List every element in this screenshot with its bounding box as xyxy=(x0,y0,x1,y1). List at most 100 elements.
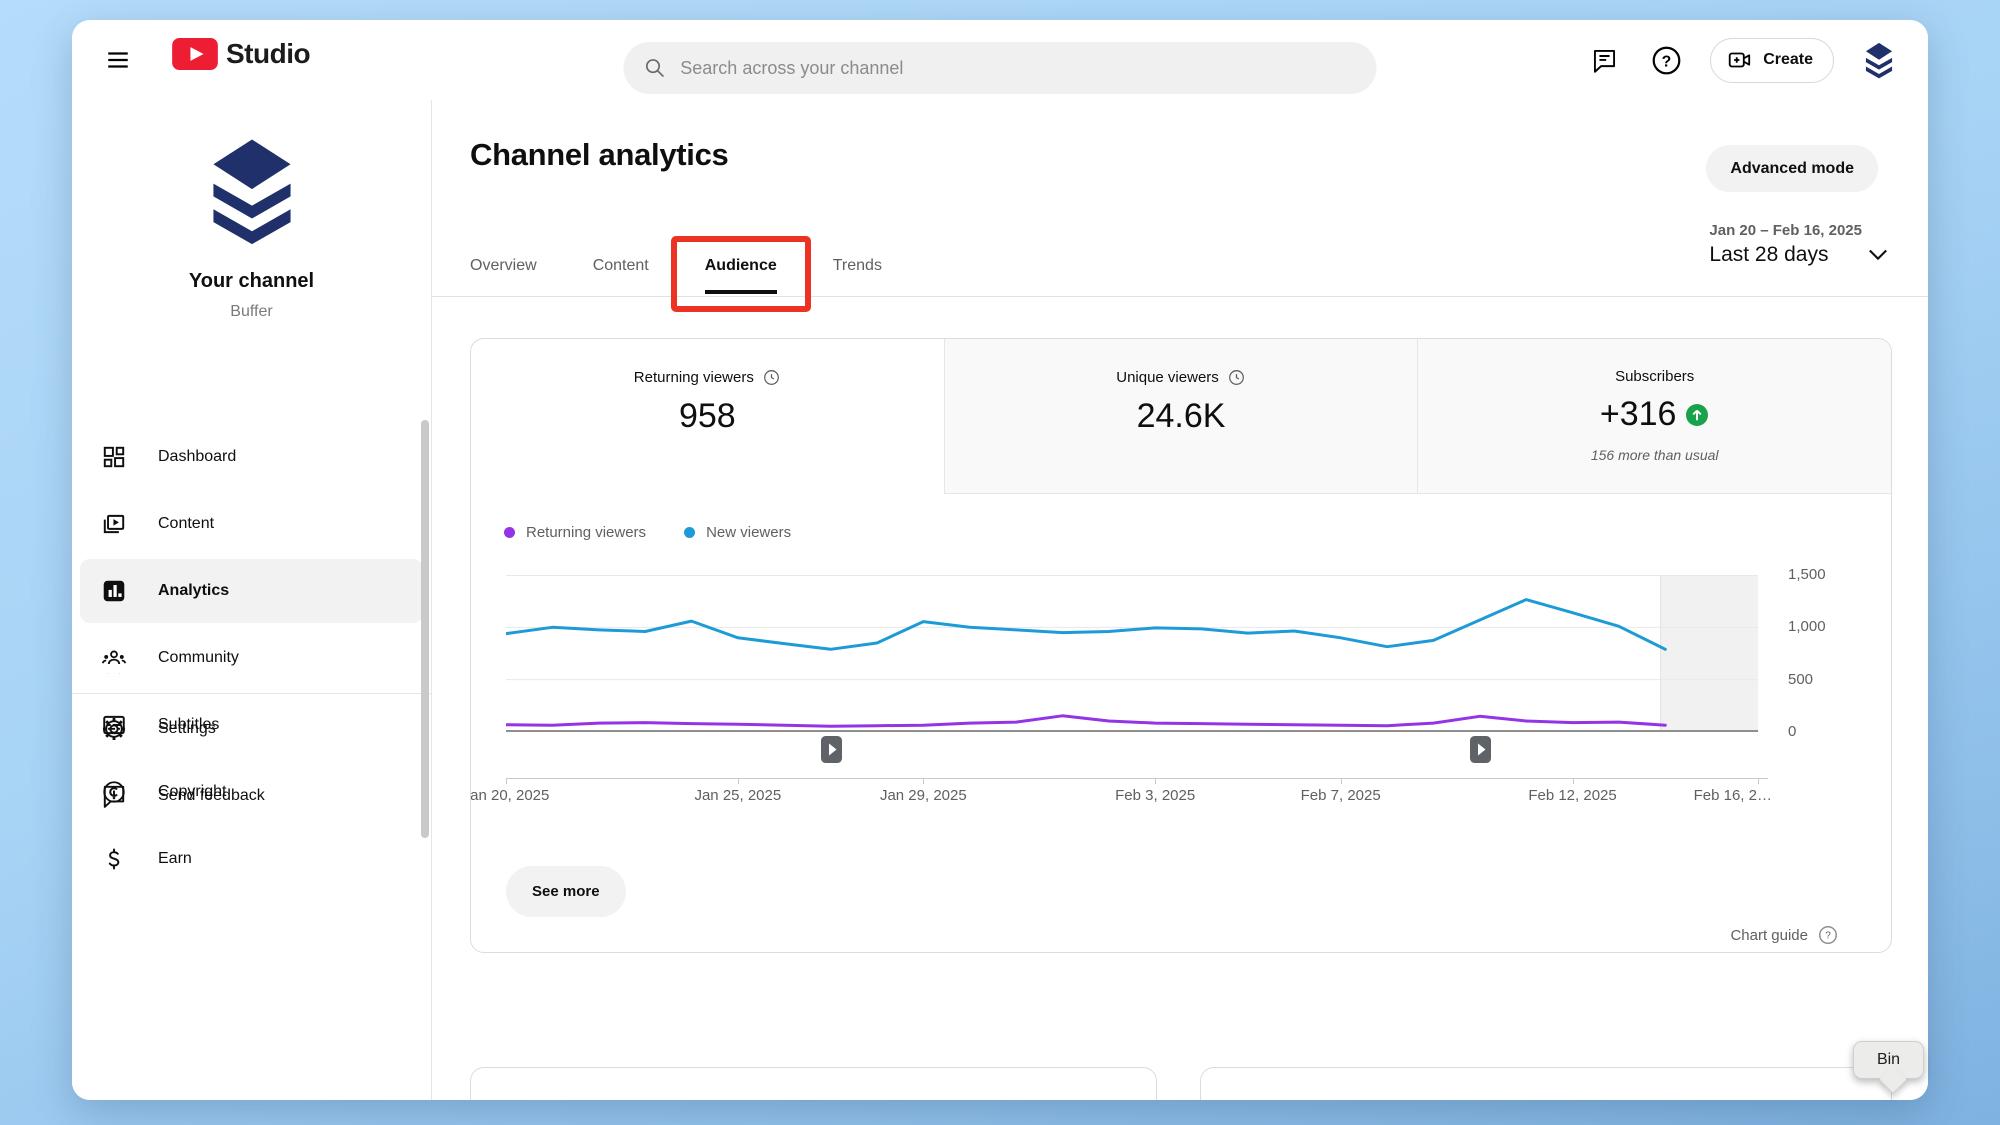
search-bar[interactable] xyxy=(623,42,1377,94)
send-feedback-icon xyxy=(100,782,128,810)
sidebar-scrollbar[interactable] xyxy=(421,420,429,838)
community-icon xyxy=(100,644,128,672)
x-axis-tick-label: Jan 29, 2025 xyxy=(879,787,967,804)
tab-label: Audience xyxy=(704,257,777,274)
sidebar-item-label: Settings xyxy=(158,720,216,737)
youtube-play-logo-icon xyxy=(172,38,218,70)
date-picker-chevron-button[interactable] xyxy=(1864,240,1892,268)
metric-returning-viewers[interactable]: Returning viewers 958 xyxy=(471,339,944,494)
sidebar-item-settings[interactable]: Settings xyxy=(80,697,423,761)
sidebar-item-label: Subtitles xyxy=(158,716,220,733)
page-title: Channel analytics xyxy=(470,137,729,172)
x-axis-tick-label: Feb 12, 2025 xyxy=(1528,787,1617,804)
tab-trends[interactable]: Trends xyxy=(833,236,882,296)
search-input[interactable] xyxy=(680,57,1367,79)
sidebar-item-label: Content xyxy=(158,515,215,532)
date-range-text: Jan 20 – Feb 16, 2025 xyxy=(1709,222,1862,239)
metric-label: Returning viewers xyxy=(633,369,754,386)
video-publish-marker[interactable] xyxy=(1469,736,1491,763)
sidebar-item-community[interactable]: Community xyxy=(80,626,423,690)
legend-new-viewers: New viewers xyxy=(684,524,791,541)
sidebar-item-label: Earn xyxy=(158,850,192,867)
sidebar-menu: Dashboard Content xyxy=(72,422,431,894)
legend-dot-purple xyxy=(504,527,515,538)
x-axis-tick-mark xyxy=(737,778,739,784)
y-axis-tick: 500 xyxy=(1788,671,1814,688)
sidebar-item-earn[interactable]: Earn xyxy=(80,827,423,891)
date-range-picker[interactable]: Jan 20 – Feb 16, 2025 Last 28 days xyxy=(1709,222,1862,267)
tab-overview[interactable]: Overview xyxy=(470,236,537,296)
metric-value: 24.6K xyxy=(1136,397,1226,435)
hamburger-menu-button[interactable] xyxy=(100,42,136,78)
x-axis-tick-label: Feb 16, 2… xyxy=(1693,787,1772,804)
brand-name: Studio xyxy=(226,38,311,69)
channel-block: Your channel Buffer xyxy=(72,100,431,321)
account-avatar[interactable] xyxy=(1860,41,1898,79)
feedback-button[interactable] xyxy=(1586,42,1622,78)
clock-icon xyxy=(1228,370,1244,385)
chart-guide-link[interactable]: Chart guide ? xyxy=(1730,924,1839,946)
question-circle-icon: ? xyxy=(1819,926,1837,944)
legend-returning-viewers: Returning viewers xyxy=(504,524,646,541)
line-chart-plot[interactable] xyxy=(506,575,1758,732)
legend-label: Returning viewers xyxy=(526,524,647,541)
analytics-icon xyxy=(100,577,128,605)
svg-text:?: ? xyxy=(1661,53,1671,70)
x-axis-line xyxy=(506,778,1768,779)
tab-audience[interactable]: Audience xyxy=(670,236,811,312)
tooltip-label: Bin xyxy=(1876,1051,1901,1068)
content-icon xyxy=(100,510,128,538)
tab-content[interactable]: Content xyxy=(593,236,649,296)
create-button-label: Create xyxy=(1763,51,1813,68)
create-button[interactable]: Create xyxy=(1710,37,1834,83)
x-axis-tick-mark xyxy=(923,778,925,784)
video-publish-marker[interactable] xyxy=(820,736,842,763)
metric-value: 958 xyxy=(678,397,736,435)
sidebar-divider xyxy=(72,693,431,694)
sidebar: Your channel Buffer Dashboard xyxy=(72,100,432,1100)
x-axis-tick-mark xyxy=(1758,778,1759,784)
videos-growing-audience-card[interactable]: Videos growing your audience Last 90 day… xyxy=(470,1067,1157,1100)
sidebar-item-label: Send feedback xyxy=(158,787,265,804)
settings-icon xyxy=(100,715,128,743)
partially-visible-item-icon xyxy=(100,673,130,691)
youtube-studio-window: Studio ? xyxy=(72,20,1928,1100)
sidebar-item-label: Dashboard xyxy=(158,448,237,465)
metric-subscribers[interactable]: Subscribers +316 156 more than usual xyxy=(1417,339,1891,494)
sidebar-item-analytics[interactable]: Analytics xyxy=(80,559,423,623)
x-axis-tick-mark xyxy=(506,778,507,784)
hamburger-icon xyxy=(108,52,128,68)
date-range-label: Last 28 days xyxy=(1709,243,1829,266)
sidebar-item-label: Analytics xyxy=(158,582,230,599)
buffer-channel-avatar-icon xyxy=(1865,42,1893,79)
x-axis-tick-label: Jan 25, 2025 xyxy=(694,787,782,804)
x-axis-tick-mark xyxy=(1572,778,1574,784)
x-axis-tick-mark xyxy=(1340,778,1342,784)
metric-selector-row: Returning viewers 958 Unique viewers xyxy=(471,339,1891,494)
search-icon xyxy=(645,59,665,78)
sidebar-item-dashboard[interactable]: Dashboard xyxy=(80,425,423,489)
y-axis-tick: 1,000 xyxy=(1788,618,1826,635)
help-question-icon: ? xyxy=(1652,46,1681,74)
sidebar-item-send-feedback[interactable]: Send feedback xyxy=(80,764,423,828)
x-axis-tick-label: Feb 3, 2025 xyxy=(1115,787,1196,804)
see-more-button[interactable]: See more xyxy=(506,866,626,917)
buffer-logo-icon xyxy=(212,139,291,245)
y-axis-tick: 0 xyxy=(1788,723,1797,740)
trend-up-icon xyxy=(1686,403,1709,426)
legend-dot-blue xyxy=(684,527,696,538)
youtube-studio-logo[interactable]: Studio xyxy=(172,38,311,70)
play-marker-icon xyxy=(820,736,842,763)
sidebar-item-content[interactable]: Content xyxy=(80,492,423,556)
advanced-mode-button[interactable]: Advanced mode xyxy=(1706,145,1878,192)
help-button[interactable]: ? xyxy=(1648,42,1684,78)
metric-note: 156 more than usual xyxy=(1590,447,1719,463)
audience-chart-card: Returning viewers 958 Unique viewers xyxy=(470,338,1892,953)
metric-unique-viewers[interactable]: Unique viewers 24.6K xyxy=(943,339,1418,494)
channel-avatar[interactable] xyxy=(200,138,304,245)
x-axis-tick-label: Feb 7, 2025 xyxy=(1300,787,1381,804)
feedback-bubble-icon xyxy=(1593,49,1615,73)
main-content: Channel analytics Advanced mode Overview… xyxy=(432,100,1928,1100)
channels-audience-watches-card[interactable]: Channels your audience watches Last 28 d… xyxy=(1200,1067,1892,1100)
